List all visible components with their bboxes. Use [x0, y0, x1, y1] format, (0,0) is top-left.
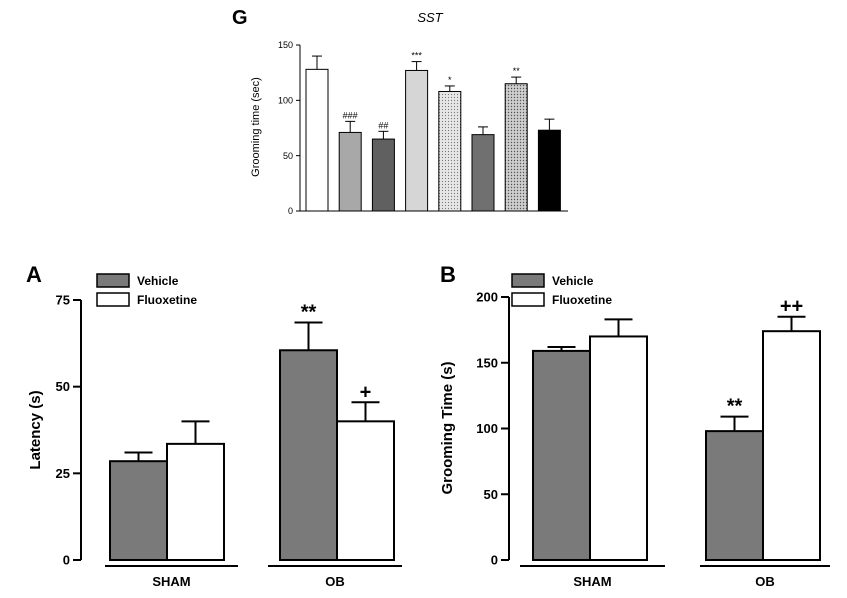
panel-a-group-label: SHAM	[152, 574, 190, 589]
panel-g-bar	[405, 69, 429, 212]
panel-a-significance-label: **	[301, 302, 317, 324]
panel-b-ylabel: Grooming Time (s)	[439, 361, 456, 494]
panel-g-title: SST	[417, 10, 443, 25]
panel-g-ylabel: Grooming time (sec)	[250, 77, 262, 177]
panel-g-bar	[338, 131, 362, 212]
panel-b-legend-label: Fluoxetine	[552, 293, 612, 307]
panel-b-significance-label: ++	[780, 296, 803, 318]
panel-g-bar	[371, 138, 395, 212]
panel-a-legend-swatch	[96, 292, 130, 307]
panel-a-bar	[336, 420, 395, 562]
panel-b-letter: B	[440, 262, 456, 287]
panel-b-y-tick-label: 100	[476, 421, 498, 436]
panel-g-significance-label: ***	[411, 51, 422, 61]
panel-g-bar	[438, 90, 462, 212]
panel-a-letter: A	[26, 262, 42, 287]
panel-g-significance-label: *	[448, 75, 452, 85]
panel-a-legend-label: Vehicle	[137, 274, 179, 288]
panel-a-y-tick-label: 50	[56, 379, 70, 394]
panel-b-bar	[589, 335, 648, 562]
panel-a-bar	[166, 442, 225, 561]
panel-b-group-label: SHAM	[573, 574, 611, 589]
panel-g-y-tick-label: 150	[278, 40, 293, 50]
panel-b-significance-label: **	[727, 396, 743, 418]
panel-g-significance-label: ###	[343, 110, 358, 120]
panel-g-bar	[471, 134, 495, 212]
panel-b-bar	[532, 349, 591, 562]
panel-a-y-tick-label: 0	[63, 553, 70, 568]
panel-g-y-tick-label: 50	[283, 151, 293, 161]
panel-g-bar	[537, 129, 561, 212]
panel-b-group-label: OB	[755, 574, 775, 589]
panel-a-significance-label: +	[360, 381, 372, 403]
panel-a-y-tick-label: 25	[56, 466, 70, 481]
panel-b-y-tick-label: 200	[476, 290, 498, 305]
panel-g-bar	[504, 83, 528, 212]
panel-g-letter: G	[232, 7, 248, 29]
panel-b-y-tick-label: 50	[484, 487, 498, 502]
panel-a-y-tick-label: 75	[56, 293, 70, 308]
panel-a-legend-label: Fluoxetine	[137, 293, 197, 307]
panel-b-legend-label: Vehicle	[552, 274, 594, 288]
panel-b-legend-swatch	[511, 292, 545, 307]
panel-g-bar	[305, 68, 329, 212]
panel-b-y-tick-label: 0	[491, 553, 498, 568]
panel-a-bar	[279, 349, 338, 561]
panel-g-significance-label: **	[513, 66, 521, 76]
panel-g-significance-label: ##	[378, 120, 388, 130]
panel-b-bar	[762, 330, 821, 561]
panel-g-y-tick-label: 0	[288, 206, 293, 216]
panel-a-legend-swatch	[96, 273, 130, 288]
panel-a-group-label: OB	[325, 574, 345, 589]
panel-b-legend-swatch	[511, 273, 545, 288]
panel-g-y-tick-label: 100	[278, 95, 293, 105]
panel-a-ylabel: Latency (s)	[27, 390, 44, 469]
panel-b-bar	[705, 430, 764, 561]
panel-b: B Grooming Time (s) 0 50 100 150 200 Vehicle…	[439, 262, 830, 589]
panel-b-y-tick-label: 150	[476, 355, 498, 370]
panel-a-bar	[109, 460, 168, 562]
